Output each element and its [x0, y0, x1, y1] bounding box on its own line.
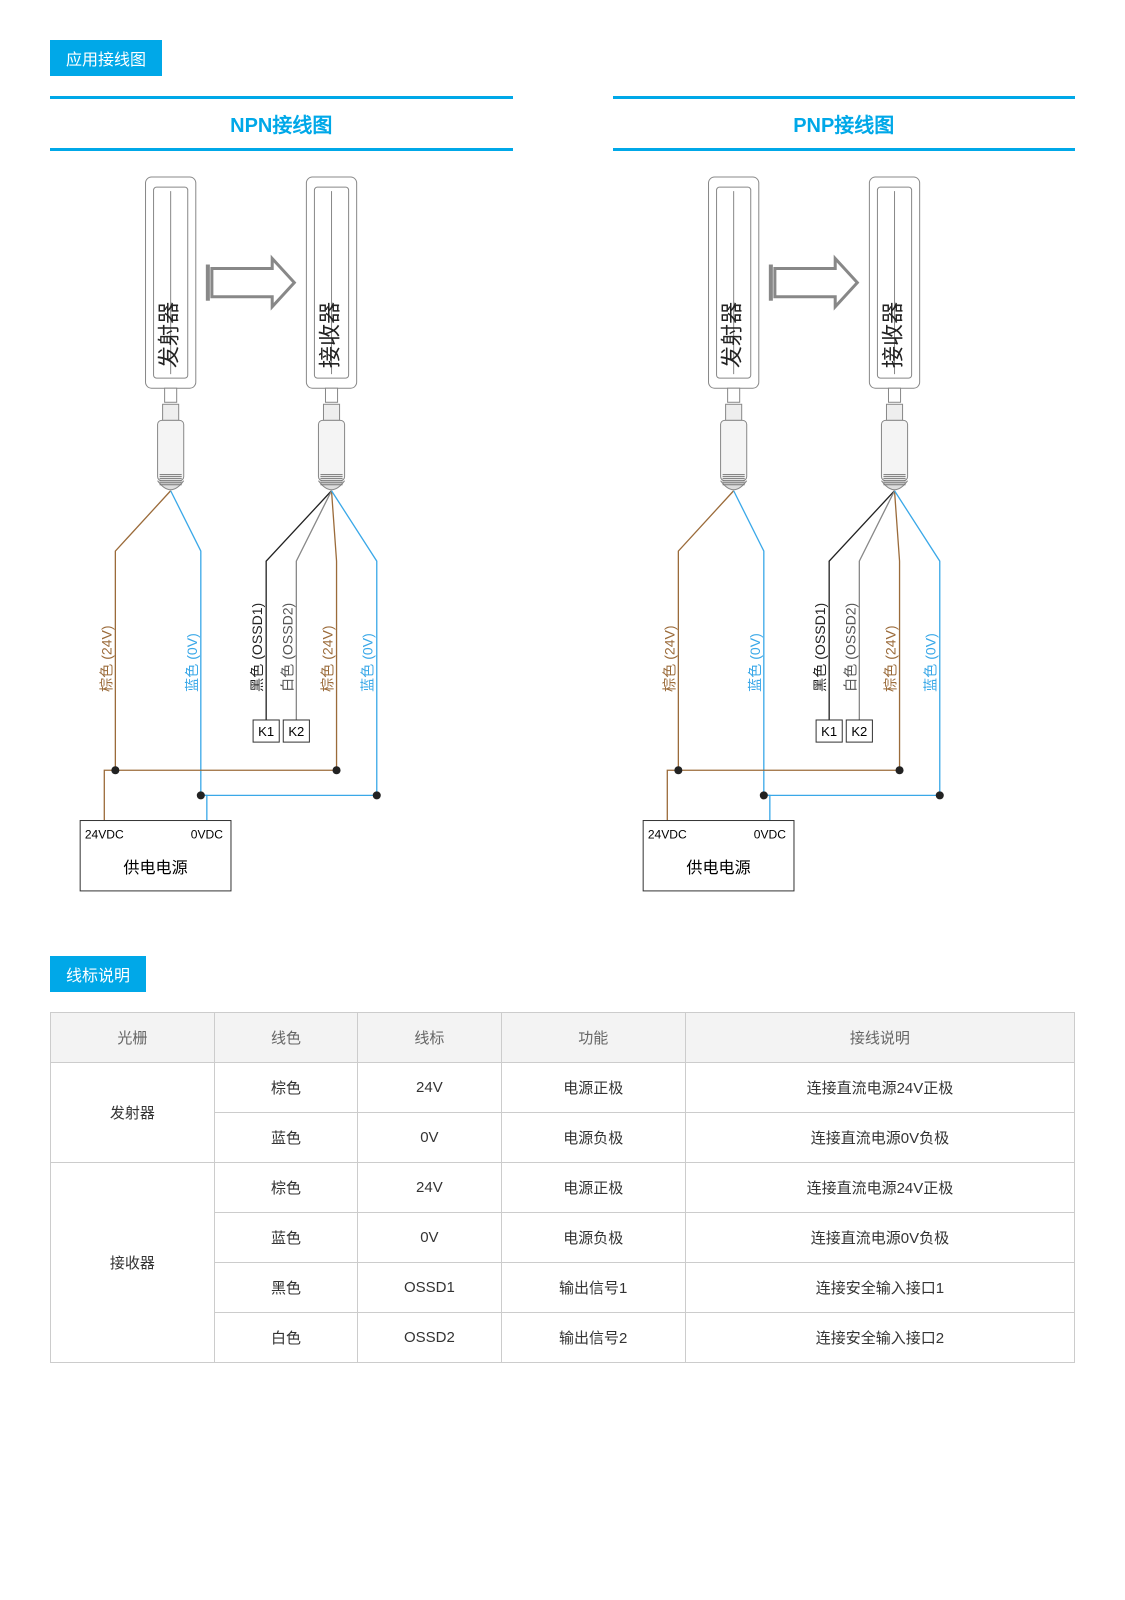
table-cell: 蓝色	[214, 1213, 357, 1263]
svg-text:接收器: 接收器	[318, 302, 343, 368]
title-bar	[613, 96, 1076, 99]
table-cell: 电源正极	[501, 1163, 685, 1213]
table-cell: 0V	[358, 1213, 501, 1263]
table-cell: 棕色	[214, 1163, 357, 1213]
svg-text:蓝色 (0V): 蓝色 (0V)	[746, 633, 762, 692]
svg-text:发射器: 发射器	[719, 302, 744, 368]
table-cell: 蓝色	[214, 1113, 357, 1163]
svg-text:黑色 (OSSD1): 黑色 (OSSD1)	[249, 603, 265, 692]
table-row: 发射器棕色24V电源正极连接直流电源24V正极	[51, 1063, 1075, 1113]
table-cell: 连接直流电源0V负极	[685, 1213, 1074, 1263]
table-cell: OSSD2	[358, 1313, 501, 1363]
table-header: 功能	[501, 1013, 685, 1063]
svg-text:K2: K2	[288, 724, 304, 739]
table-cell: 0V	[358, 1113, 501, 1163]
table-cell: 输出信号2	[501, 1313, 685, 1363]
section-title-2: 线标说明	[50, 956, 146, 992]
group-cell: 发射器	[51, 1063, 215, 1163]
table-cell: 连接安全输入接口2	[685, 1313, 1074, 1363]
svg-text:白色 (OSSD2): 白色 (OSSD2)	[279, 603, 295, 692]
diagram-pnp: PNP接线图 发射器 接收器 K1	[613, 96, 1076, 916]
svg-text:棕色 (24V): 棕色 (24V)	[98, 625, 114, 691]
diagram-title-npn: NPN接线图	[50, 109, 513, 138]
svg-text:蓝色 (0V): 蓝色 (0V)	[922, 633, 938, 692]
table-cell: 连接直流电源24V正极	[685, 1163, 1074, 1213]
svg-text:24VDC: 24VDC	[647, 828, 686, 842]
svg-text:接收器: 接收器	[880, 302, 905, 368]
title-bar	[50, 96, 513, 99]
wiring-svg-npn: 发射器 接收器 K1 K2 24VDC 0VDC 供电电源 棕色 (24V) 蓝色 (0V)…	[50, 167, 513, 916]
svg-text:K1: K1	[821, 724, 837, 739]
diagram-npn: NPN接线图 发射器 接收器 K1	[50, 96, 513, 916]
diagram-title-pnp: PNP接线图	[613, 109, 1076, 138]
table-cell: 24V	[358, 1163, 501, 1213]
title-bar	[613, 148, 1076, 151]
svg-text:发射器: 发射器	[157, 302, 182, 368]
svg-text:棕色 (24V): 棕色 (24V)	[661, 625, 677, 691]
svg-text:黑色 (OSSD1): 黑色 (OSSD1)	[812, 603, 828, 692]
svg-text:供电电源: 供电电源	[123, 859, 187, 877]
table-row: 接收器棕色24V电源正极连接直流电源24V正极	[51, 1163, 1075, 1213]
svg-text:0VDC: 0VDC	[191, 828, 223, 842]
table-cell: 棕色	[214, 1063, 357, 1113]
table-cell: 连接安全输入接口1	[685, 1263, 1074, 1313]
table-header: 接线说明	[685, 1013, 1074, 1063]
table-header: 光栅	[51, 1013, 215, 1063]
table-cell: OSSD1	[358, 1263, 501, 1313]
group-cell: 接收器	[51, 1163, 215, 1363]
table-cell: 输出信号1	[501, 1263, 685, 1313]
wiring-svg-pnp: 发射器 接收器 K1 K2 24VDC 0VDC 供电电源 棕色 (24V) 蓝色 (0V)…	[613, 167, 1076, 916]
table-cell: 电源负极	[501, 1113, 685, 1163]
table-cell: 电源负极	[501, 1213, 685, 1263]
table-header: 线色	[214, 1013, 357, 1063]
svg-text:24VDC: 24VDC	[85, 828, 124, 842]
table-cell: 连接直流电源0V负极	[685, 1113, 1074, 1163]
table-cell: 连接直流电源24V正极	[685, 1063, 1074, 1113]
svg-text:棕色 (24V): 棕色 (24V)	[320, 625, 336, 691]
table-cell: 黑色	[214, 1263, 357, 1313]
title-bar	[50, 148, 513, 151]
svg-text:K2: K2	[851, 724, 867, 739]
table-header: 线标	[358, 1013, 501, 1063]
svg-text:K1: K1	[258, 724, 274, 739]
svg-text:蓝色 (0V): 蓝色 (0V)	[184, 633, 200, 692]
section-title-1: 应用接线图	[50, 40, 162, 76]
svg-text:蓝色 (0V): 蓝色 (0V)	[360, 633, 376, 692]
svg-text:棕色 (24V): 棕色 (24V)	[882, 625, 898, 691]
spec-table: 光栅线色线标功能接线说明 发射器棕色24V电源正极连接直流电源24V正极蓝色0V…	[50, 1012, 1075, 1363]
table-cell: 电源正极	[501, 1063, 685, 1113]
table-cell: 白色	[214, 1313, 357, 1363]
svg-text:供电电源: 供电电源	[686, 859, 750, 877]
svg-text:0VDC: 0VDC	[753, 828, 785, 842]
table-cell: 24V	[358, 1063, 501, 1113]
svg-text:白色 (OSSD2): 白色 (OSSD2)	[842, 603, 858, 692]
diagrams-row: NPN接线图 发射器 接收器 K1	[50, 96, 1075, 916]
